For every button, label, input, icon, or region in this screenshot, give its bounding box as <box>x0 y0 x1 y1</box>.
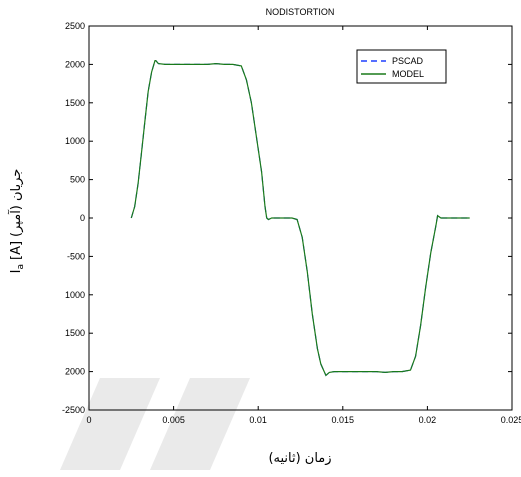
x-axis-title: زمان (ثانیه) <box>268 451 331 466</box>
y-axis-title: Ia [A] جریان (آمپر) <box>7 169 26 274</box>
svg-text:Ia[A]جریان (آمپر): Ia [A] جریان (آمپر) <box>7 169 26 274</box>
y-axis-quantity: جریان (آمپر) <box>7 169 24 237</box>
x-tick-label: 0.015 <box>332 415 355 425</box>
axis-ticks-layer: 2500 2000 1500 1000 500 0 -500 1000 1500 2000 -250… <box>62 21 521 425</box>
x-tick-label: 0.025 <box>501 415 521 425</box>
y-axis-unit: [A] <box>9 241 24 260</box>
y-axis-subscript: a <box>16 264 26 270</box>
chart-title: NODISTORTION <box>266 7 335 17</box>
legend-label-pscad: PSCAD <box>392 56 424 66</box>
x-tick-label: 0.005 <box>162 415 185 425</box>
series-line-pscad <box>130 59 470 377</box>
y-tick-label: -500 <box>67 251 85 261</box>
y-tick-label: 500 <box>70 175 85 185</box>
y-axis-symbol: I <box>9 270 24 274</box>
x-tick-label: 0.01 <box>249 415 267 425</box>
watermark-graphic <box>60 378 250 470</box>
y-tick-label: 1000 <box>65 290 85 300</box>
y-tick-label: 1500 <box>65 98 85 108</box>
x-tick-label: 0 <box>86 415 91 425</box>
y-tick-label: 0 <box>80 213 85 223</box>
y-tick-label: 1000 <box>65 136 85 146</box>
x-tick-label: 0.02 <box>419 415 437 425</box>
legend-label-model: MODEL <box>392 69 424 79</box>
y-tick-label: 2000 <box>65 367 85 377</box>
y-tick-label: 1500 <box>65 328 85 338</box>
y-tick-label: 2500 <box>65 21 85 31</box>
series-layer <box>130 59 470 377</box>
legend: PSCAD MODEL <box>356 49 447 84</box>
y-tick-label: -2500 <box>62 405 85 415</box>
y-tick-label: 2000 <box>65 59 85 69</box>
series-line-model <box>130 59 470 377</box>
legend-box <box>356 49 447 84</box>
